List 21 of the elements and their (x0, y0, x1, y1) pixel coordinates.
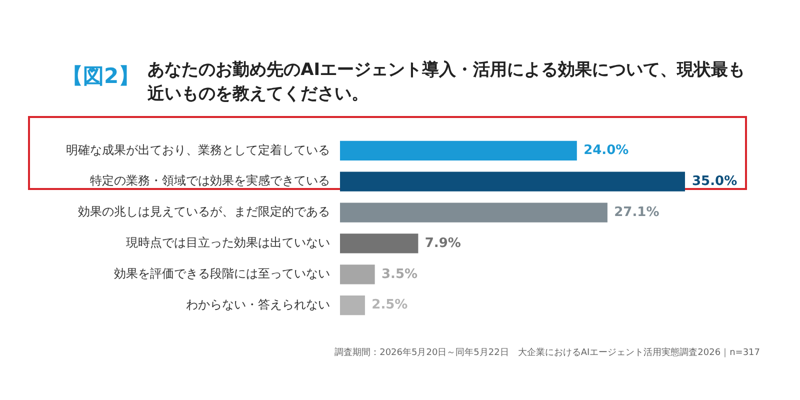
data-label: 7.9% (424, 236, 461, 251)
y-tick-label: 現時点では目立った効果は出ていない (126, 236, 330, 250)
data-label: 35.0% (692, 174, 738, 189)
data-label: 2.5% (372, 298, 408, 313)
chart-subtitle: あなたのお勤め先のAIエージェント導入・活用による効果について、現状最も近いものを教えてください。 (148, 59, 746, 106)
bar (340, 296, 365, 316)
bar (340, 172, 685, 192)
bar (340, 202, 608, 222)
y-tick-label: わからない・答えられない (186, 297, 330, 312)
y-tick-label: 効果の兆しは見えているが、まだ限定的である (78, 204, 330, 219)
y-tick-label: 特定の業務・領域では効果を実感できている (90, 174, 330, 188)
text: 【図2】 (62, 63, 140, 90)
y-tick-label: 効果を評価できる段階には至っていない (114, 266, 330, 281)
bar (340, 264, 375, 284)
text: 調査期間：2026年5月20日～同年5月22日 大企業におけるAIエージェント活用実態調査2026｜n=317 (334, 346, 760, 359)
data-label: 24.0% (584, 143, 629, 158)
bar (340, 140, 577, 160)
y-tick-label: 明確な成果が出ており、業務として定着している (66, 142, 330, 157)
data-label: 3.5% (382, 266, 418, 282)
data-label: 27.1% (614, 204, 660, 220)
bar (340, 234, 418, 254)
